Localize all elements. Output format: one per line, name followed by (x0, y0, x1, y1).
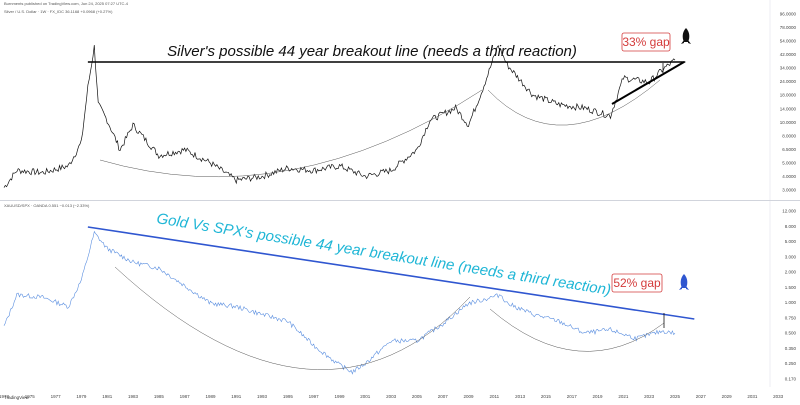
y-tick-label: 5.0000 (782, 160, 796, 165)
x-tick-label: 2023 (644, 394, 655, 399)
y-tick-label: 42.0000 (780, 52, 797, 57)
silver-price-series (3, 45, 676, 188)
gold-spx-ratio-series (3, 230, 676, 375)
y-tick-label: 3.0000 (782, 188, 796, 193)
y-tick-label: 12.000 (782, 209, 796, 214)
silver-arc-left (99, 89, 483, 177)
x-tick-label: 1973 (0, 394, 10, 399)
x-tick-label: 1985 (154, 394, 165, 399)
ratio-y-axis: 12.000 8.000 5.000 3.000 2.000 1.500 1.000 0.75… (782, 209, 796, 382)
y-tick-label: 54.0000 (780, 39, 797, 44)
x-tick-label: 1989 (205, 394, 216, 399)
y-tick-label: 18.0000 (780, 93, 797, 98)
tradingview-logo: TradingView (4, 395, 29, 400)
silver-gap-label: 33% gap (622, 35, 670, 49)
rocket-icon (679, 274, 689, 290)
x-tick-label: 2005 (412, 394, 423, 399)
x-tick-label: 2001 (360, 394, 371, 399)
rocket-icon (681, 28, 691, 44)
y-tick-label: 0.350 (785, 346, 797, 351)
y-tick-label: 0.250 (785, 361, 797, 366)
gold-spx-chart[interactable]: Gold Vs SPX's possible 44 year breakout … (0, 201, 800, 387)
ratio-gap-box (611, 273, 663, 293)
x-tick-label: 2003 (386, 394, 397, 399)
ratio-arc-right (489, 308, 665, 352)
y-tick-label: 24.0000 (780, 79, 797, 84)
y-tick-label: 1.000 (785, 300, 797, 305)
legend-silver: Silver / U.S. Dollar · 1W · FX_IDC 36.11… (4, 9, 113, 14)
x-tick-label: 2007 (438, 394, 449, 399)
x-tick-label: 1979 (76, 394, 87, 399)
ratio-gap-label: 52% gap (613, 276, 661, 290)
y-tick-label: 10.0000 (780, 120, 797, 125)
x-tick-label: 1995 (283, 394, 294, 399)
y-tick-label: 34.0000 (780, 66, 797, 71)
y-tick-label: 2.000 (785, 270, 797, 275)
x-tick-label: 1981 (102, 394, 113, 399)
y-tick-label: 0.500 (785, 331, 797, 336)
x-tick-label: 1997 (309, 394, 320, 399)
x-tick-label: 1987 (180, 394, 191, 399)
x-tick-label: 1975 (25, 394, 36, 399)
y-tick-label: 8.000 (785, 224, 797, 229)
gold-spx-breakout-line (87, 226, 695, 320)
y-tick-label: 96.0000 (780, 12, 797, 17)
y-tick-label: 3.000 (785, 254, 797, 259)
x-tick-label: 2021 (618, 394, 629, 399)
y-tick-label: 0.170 (785, 377, 797, 382)
y-tick-label: 14.0000 (780, 106, 797, 111)
y-tick-label: 78.0000 (780, 25, 797, 30)
x-tick-label: 2015 (541, 394, 552, 399)
y-tick-label: 6.5000 (782, 147, 796, 152)
x-tick-label: 2009 (464, 394, 475, 399)
silver-chart-svg: Silver's possible 44 year breakout line … (3, 0, 797, 200)
y-tick-label: 8.0000 (782, 133, 796, 138)
y-tick-label: 4.0000 (782, 174, 796, 179)
time-axis: 1973 1975 1977 1979 1981 1983 1985 1987 1989 1991… (0, 387, 800, 399)
x-tick-label: 2027 (696, 394, 707, 399)
silver-breakout-label: Silver's possible 44 year breakout line … (167, 43, 577, 60)
silver-gap-box (621, 32, 671, 52)
x-tick-label: 2017 (567, 394, 578, 399)
silver-support-line (611, 61, 685, 105)
x-tick-label: 2031 (747, 394, 758, 399)
x-tick-label: 1977 (51, 394, 62, 399)
y-tick-label: 0.750 (785, 315, 797, 320)
x-tick-label: 2019 (593, 394, 604, 399)
legend-ratio: XAUUSD/SPX · OANDA 0.551 −0.013 (−2.33%) (4, 203, 90, 208)
silver-y-axis: 96.0000 78.0000 54.0000 42.0000 34.0000 24.00… (780, 12, 797, 193)
ratio-breakout-label: Gold Vs SPX's possible 44 year breakout … (155, 210, 612, 299)
gold-spx-chart-svg: Gold Vs SPX's possible 44 year breakout … (3, 201, 796, 387)
x-tick-label: 2029 (722, 394, 733, 399)
x-tick-label: 2025 (670, 394, 681, 399)
y-tick-label: 5.000 (785, 239, 797, 244)
y-tick-label: 1.500 (785, 285, 797, 290)
x-tick-label: 1999 (334, 394, 345, 399)
x-tick-label: 2011 (489, 394, 499, 399)
x-tick-label: 1991 (231, 394, 242, 399)
x-tick-label: 1983 (128, 394, 139, 399)
x-tick-label: 2013 (515, 394, 526, 399)
silver-chart[interactable]: Silver's possible 44 year breakout line … (0, 0, 800, 200)
x-tick-label: 1993 (257, 394, 268, 399)
x-tick-label: 2033 (773, 394, 784, 399)
publisher-line: Burnments published on TradingView.com, … (4, 1, 128, 6)
ratio-arc-left (114, 266, 471, 370)
panel-divider (0, 200, 800, 201)
silver-arc-right (487, 79, 661, 126)
